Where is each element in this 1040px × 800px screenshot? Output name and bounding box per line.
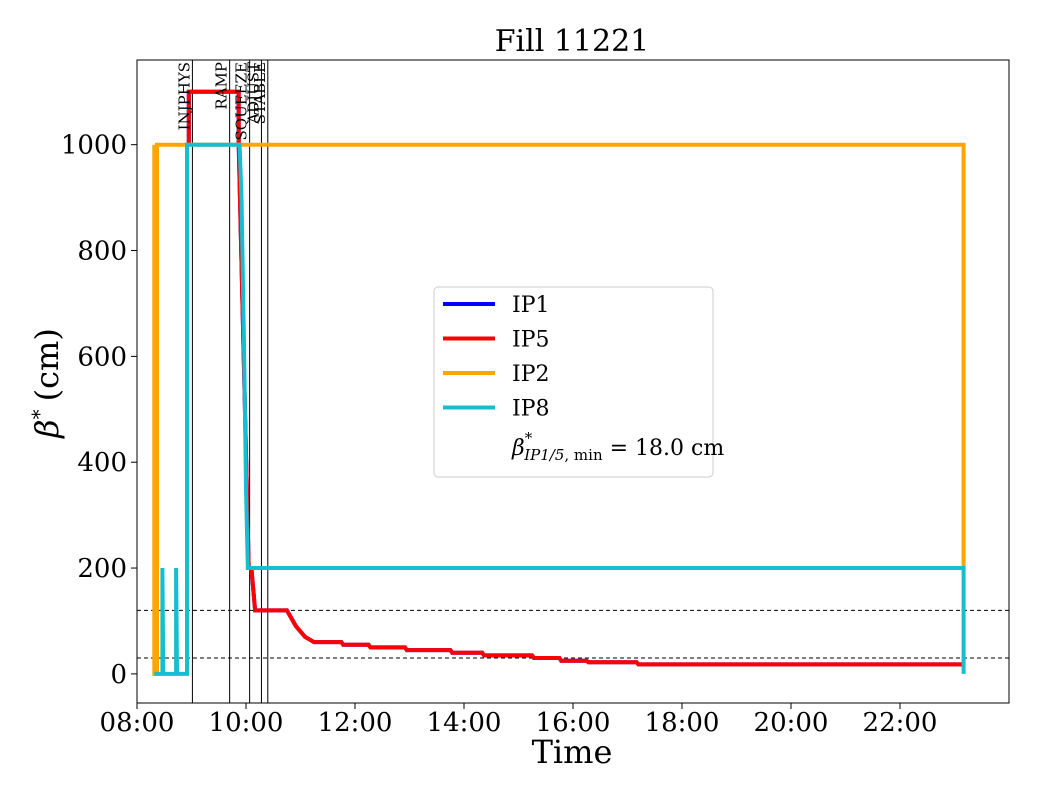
phase-label: INJPHYS	[175, 62, 193, 130]
x-tick-label: 20:00	[754, 708, 829, 738]
y-tick-label: 400	[77, 448, 127, 478]
x-tick-label: 18:00	[645, 708, 720, 738]
phase-label: STABLE	[251, 62, 269, 124]
x-tick-label: 22:00	[863, 708, 938, 738]
legend: IP1 IP5 IP2 IP8 β* IP1/5, min = 18.0 cm	[433, 286, 724, 478]
x-axis-label: Time	[532, 733, 613, 771]
legend-label-ip2: IP2	[512, 362, 550, 387]
series-line-ip8	[154, 142, 966, 676]
y-tick-label: 600	[77, 342, 127, 372]
y-tick-label: 0	[110, 660, 127, 690]
legend-label-ip5: IP5	[512, 328, 550, 353]
y-tick-label: 800	[77, 237, 127, 267]
legend-label-ip8: IP8	[512, 397, 550, 422]
legend-box	[433, 286, 714, 478]
chart-title: Fill 11221	[495, 24, 650, 59]
x-tick-label: 10:00	[209, 708, 284, 738]
y-tick-label: 1000	[61, 131, 127, 161]
phase-label: SQUEEZE	[233, 62, 251, 141]
x-tick-label: 16:00	[536, 708, 611, 738]
series-line-ip2	[152, 142, 966, 676]
y-axis-label: β*(cm)	[27, 328, 66, 439]
phase-label: ADJUST	[244, 62, 262, 125]
x-tick-label: 12:00	[318, 708, 393, 738]
legend-label-ip1: IP1	[512, 293, 550, 318]
legend-note: β* IP1/5, min = 18.0 cm	[511, 429, 724, 464]
phase-label: RAMP	[213, 62, 231, 110]
y-tick-label: 200	[77, 554, 127, 584]
x-tick-label: 08:00	[100, 708, 175, 738]
x-tick-label: 14:00	[427, 708, 502, 738]
